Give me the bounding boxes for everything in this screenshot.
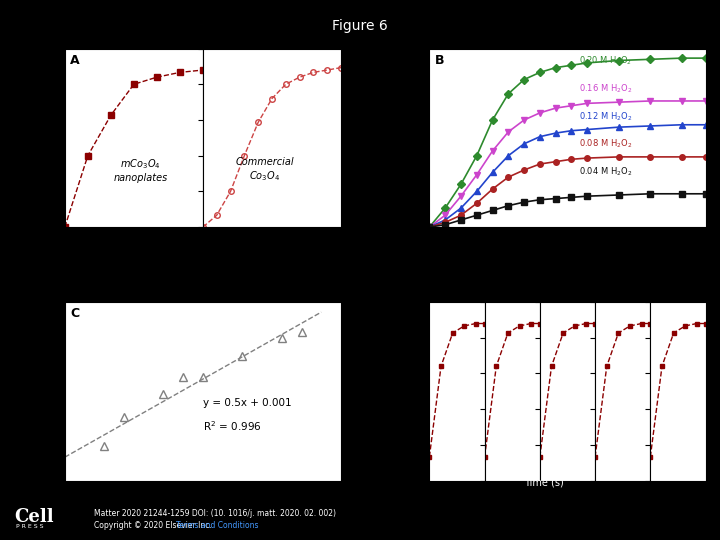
Text: Copyright © 2020 Elsevier Inc.: Copyright © 2020 Elsevier Inc. [94,521,216,530]
Title: Cycle 3: Cycle 3 [554,292,582,301]
X-axis label: Time (s): Time (s) [548,252,588,261]
Text: B: B [435,54,444,67]
Text: 0.12 M H$_2$O$_2$: 0.12 M H$_2$O$_2$ [579,110,632,123]
Text: D: D [408,288,418,301]
Text: 0.04 M H$_2$O$_2$: 0.04 M H$_2$O$_2$ [579,166,632,178]
X-axis label: H$_2$O$_2$ Concentration (mol L$^{-1}$): H$_2$O$_2$ Concentration (mol L$^{-1}$) [130,505,276,520]
Text: 0.16 M H$_2$O$_2$: 0.16 M H$_2$O$_2$ [579,83,632,95]
Title: Cycle 4: Cycle 4 [608,292,636,301]
Text: 0.20 M H$_2$O$_2$: 0.20 M H$_2$O$_2$ [579,55,631,68]
Text: Matter 2020 21244-1259 DOI: (10. 1016/j. matt. 2020. 02. 002): Matter 2020 21244-1259 DOI: (10. 1016/j.… [94,509,336,518]
Text: Time (s): Time (s) [523,478,564,488]
Text: Figure 6: Figure 6 [332,19,388,33]
Title: Cycle 5: Cycle 5 [664,292,692,301]
Text: P R E S S: P R E S S [16,524,43,529]
Text: y = 0.5x + 0.001: y = 0.5x + 0.001 [203,397,292,408]
Text: 0.08 M H$_2$O$_2$: 0.08 M H$_2$O$_2$ [579,138,632,150]
Text: Commercial
Co$_3$O$_4$: Commercial Co$_3$O$_4$ [235,157,294,183]
Text: C: C [71,307,79,320]
Text: R$^2$ = 0.996: R$^2$ = 0.996 [203,419,261,433]
Y-axis label: O$_2$ Evolution (mL): O$_2$ Evolution (mL) [392,354,405,429]
Y-axis label: O$_2$ Evolution (mL): O$_2$ Evolution (mL) [25,94,39,182]
X-axis label: Time (min): Time (min) [107,252,161,261]
Y-axis label: Specific Rate
(mol$_{O_2}$ min$^{-1}$ g$_{Co_3O_4}^{-1}$): Specific Rate (mol$_{O_2}$ min$^{-1}$ g$… [0,346,27,437]
Text: A: A [71,54,80,67]
Y-axis label: O$_2$ Evolution (mL): O$_2$ Evolution (mL) [390,94,403,182]
Title: Cycle 2: Cycle 2 [498,292,526,301]
Title: Cycle 1: Cycle 1 [443,292,471,301]
Text: Cell: Cell [14,508,54,525]
Text: Terms and Conditions: Terms and Conditions [176,521,259,530]
X-axis label: Time (min): Time (min) [246,252,299,261]
Text: mCo$_3$O$_4$
nanoplates: mCo$_3$O$_4$ nanoplates [114,157,168,183]
